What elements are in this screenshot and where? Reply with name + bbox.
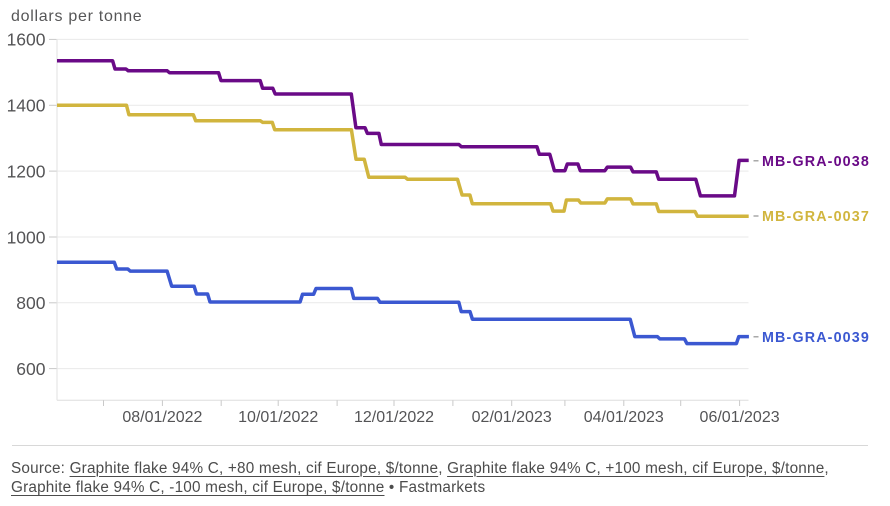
svg-text:10/01/2022: 10/01/2022 (238, 409, 318, 426)
svg-text:06/01/2023: 06/01/2023 (700, 409, 780, 426)
svg-text:1400: 1400 (7, 96, 46, 116)
svg-text:1600: 1600 (7, 30, 46, 50)
svg-text:800: 800 (16, 293, 45, 313)
svg-text:MB-GRA-0038: MB-GRA-0038 (762, 154, 870, 170)
svg-text:1000: 1000 (7, 227, 46, 247)
svg-text:600: 600 (16, 359, 45, 379)
svg-text:MB-GRA-0037: MB-GRA-0037 (762, 209, 870, 225)
svg-text:12/01/2022: 12/01/2022 (354, 409, 434, 426)
svg-text:04/01/2023: 04/01/2023 (584, 409, 664, 426)
svg-text:MB-GRA-0039: MB-GRA-0039 (762, 330, 870, 346)
svg-text:08/01/2022: 08/01/2022 (122, 409, 202, 426)
svg-text:02/01/2023: 02/01/2023 (472, 409, 552, 426)
svg-text:1200: 1200 (7, 161, 46, 181)
